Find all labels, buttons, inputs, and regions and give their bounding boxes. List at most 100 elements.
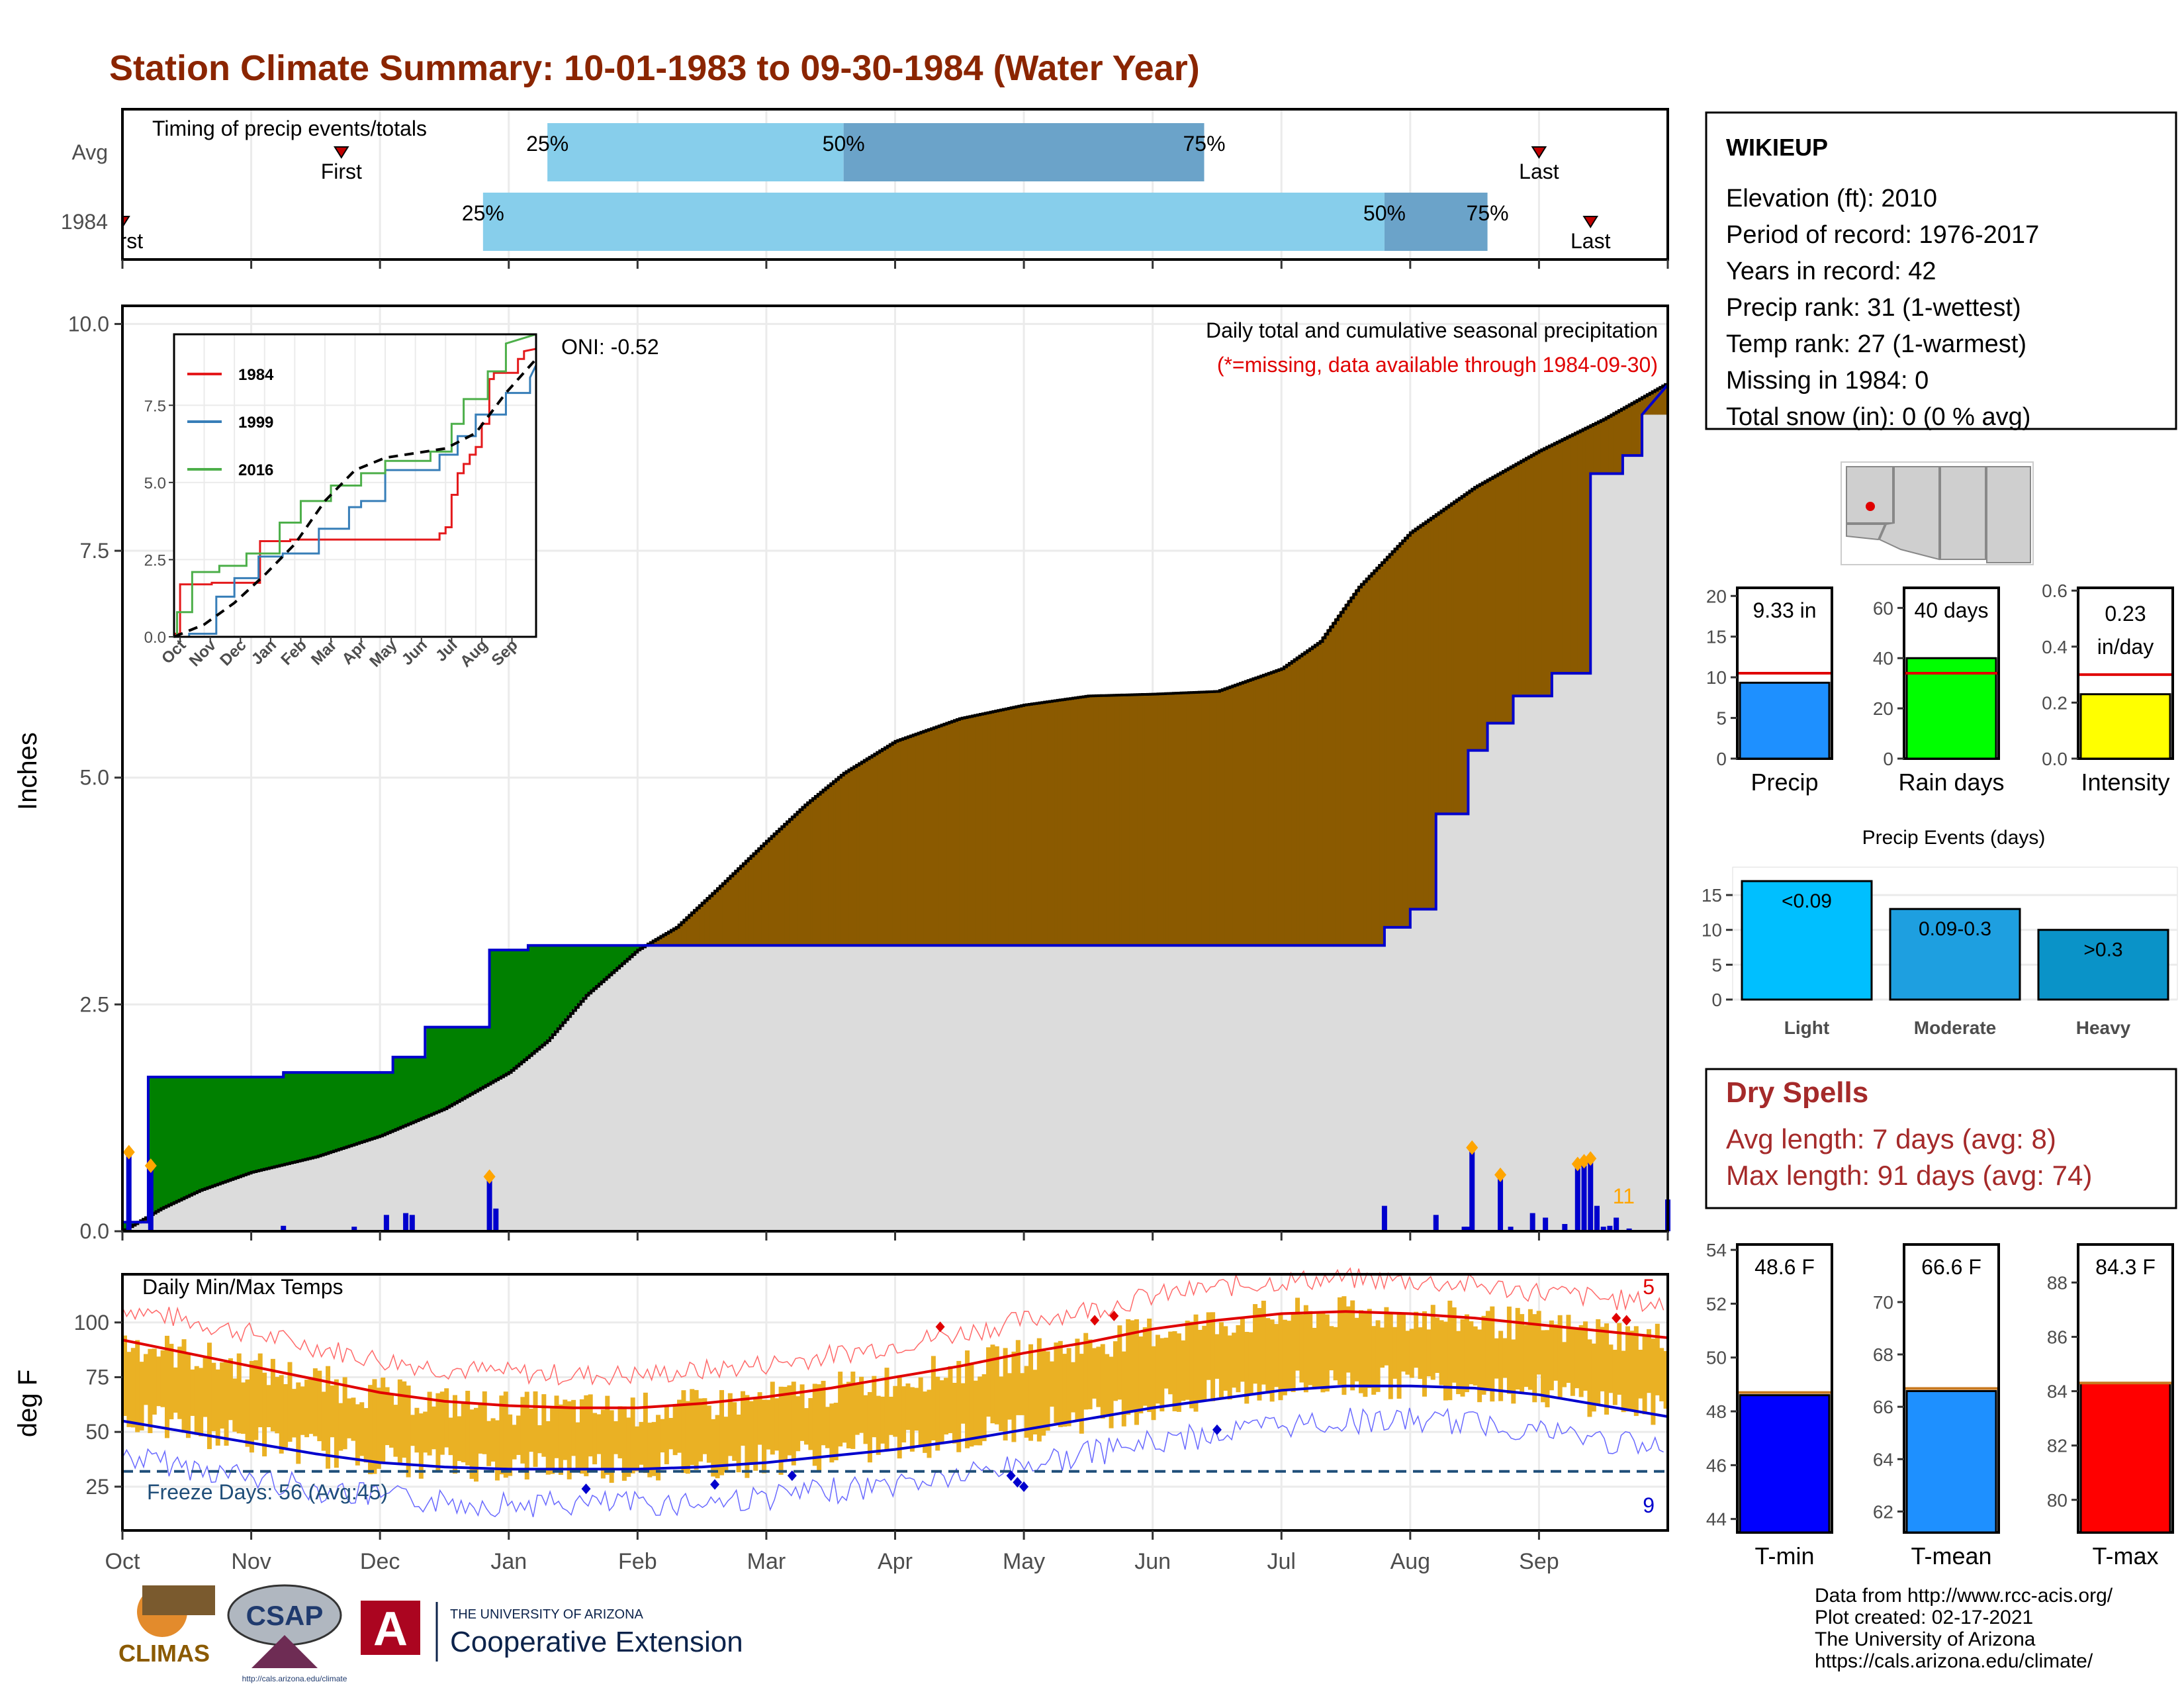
precip-base-slice: [1459, 814, 1463, 1231]
precip-base-slice: [343, 1147, 347, 1231]
precip-base-slice: [1570, 673, 1573, 1231]
record-min-marker: [1013, 1477, 1023, 1488]
precip-base-slice: [217, 1184, 221, 1231]
precip-base-slice: [841, 945, 844, 1231]
inset-line-1984: [174, 348, 537, 635]
precip-diff-slice: [1490, 477, 1494, 724]
record-max-marker: [1090, 1315, 1100, 1326]
precip-diff-slice: [1036, 703, 1040, 946]
precip-base-slice: [910, 945, 914, 1231]
precip-base-slice: [1114, 945, 1117, 1231]
daily-temp-bar: [914, 1387, 919, 1431]
daily-temp-bar: [1553, 1324, 1559, 1381]
daily-temp-bar: [782, 1387, 788, 1461]
precip-base-slice: [884, 945, 888, 1231]
precip-diff-slice: [733, 872, 737, 946]
precip-diff-slice: [956, 719, 960, 946]
precip-diff-slice: [361, 1072, 365, 1142]
precip-base-slice: [1034, 945, 1038, 1231]
precip-base-slice: [962, 945, 966, 1231]
daily-precip-bar: [1581, 1163, 1587, 1231]
precip-base-slice: [1140, 945, 1143, 1231]
precip-diff-slice: [915, 733, 919, 946]
precip-base-slice: [542, 1043, 546, 1231]
precip-diff-slice: [655, 938, 659, 946]
precip-diff-slice: [1268, 673, 1272, 946]
precip-diff-slice: [583, 945, 587, 997]
precip-base-slice: [1328, 945, 1331, 1231]
daily-precip-bar: [1543, 1217, 1549, 1231]
daily-temp-bar: [711, 1419, 716, 1477]
precip-base-slice: [1307, 945, 1310, 1231]
precip-base-slice: [1415, 909, 1419, 1231]
precip-diff-slice: [1423, 522, 1426, 910]
precip-base-slice: [627, 958, 631, 1231]
precip-diff-slice: [1603, 418, 1607, 474]
precip-diff-slice: [887, 745, 891, 946]
precip-diff-slice: [1183, 692, 1187, 946]
precip-diff-slice: [1255, 677, 1259, 946]
daily-temp-bar: [778, 1386, 784, 1475]
precip-base-slice: [1232, 945, 1236, 1231]
precip-base-slice: [1098, 945, 1102, 1231]
daily-temp-bar: [656, 1415, 661, 1481]
ua-logo-letter: A: [373, 1603, 408, 1656]
precip-base-slice: [279, 1165, 283, 1231]
daily-temp-bar: [427, 1391, 432, 1456]
precip-diff-slice: [205, 1077, 208, 1188]
daily-temp-bar: [1481, 1315, 1486, 1395]
precip-base-slice: [1189, 945, 1192, 1231]
precip-diff-slice: [424, 1056, 428, 1117]
precip-base-slice: [1026, 945, 1030, 1231]
precip-base-slice: [954, 945, 958, 1231]
daily-temp-bar: [1329, 1326, 1334, 1371]
daily-temp-bar: [1287, 1321, 1292, 1391]
daily-temp-bar: [397, 1379, 402, 1463]
daily-precip-bar: [1461, 1227, 1467, 1231]
daily-temp-bar: [1303, 1305, 1308, 1393]
precip-base-slice: [895, 945, 899, 1231]
daily-temp-bar: [1105, 1354, 1110, 1415]
small-ytick-label: 66: [1873, 1397, 1893, 1417]
precip-diff-slice: [756, 849, 760, 946]
precip-diff-slice: [1206, 692, 1210, 946]
small-bar-intensity: [2079, 693, 2171, 760]
precip-base-slice: [1502, 723, 1506, 1231]
precip-base-slice: [823, 945, 827, 1231]
small-ytick-label: 64: [1873, 1449, 1893, 1470]
precip-diff-slice: [1168, 693, 1171, 946]
daily-precip-bar: [1508, 1227, 1514, 1231]
daily-temp-bar: [588, 1394, 593, 1457]
precip-diff-slice: [1655, 389, 1659, 415]
daily-temp-bar: [592, 1413, 598, 1465]
precip-ytick-label: 7.5: [80, 539, 109, 563]
precip-base-slice: [1616, 473, 1619, 1231]
precip-base-slice: [1420, 909, 1424, 1231]
precip-base-slice: [617, 966, 620, 1231]
precip-diff-slice: [1328, 628, 1331, 946]
precip-diff-slice: [771, 835, 775, 946]
precip-base-slice: [967, 945, 971, 1231]
precip-base-slice: [1565, 673, 1569, 1231]
precip-base-slice: [545, 1041, 548, 1231]
small-chart-value: 0.23: [2105, 602, 2146, 626]
temp-title: Daily Min/Max Temps: [142, 1275, 343, 1299]
precip-diff-slice: [1016, 706, 1020, 946]
precip-base-slice: [624, 960, 628, 1231]
precip-base-slice: [764, 945, 767, 1231]
precip-diff-slice: [1467, 491, 1471, 751]
precip-base-slice: [380, 1135, 383, 1231]
precip-base-slice: [771, 945, 775, 1231]
daily-temp-bar: [1015, 1340, 1021, 1415]
precip-base-slice: [774, 945, 778, 1231]
daily-temp-bar: [1007, 1373, 1013, 1420]
precip-base-slice: [181, 1198, 185, 1231]
precip-base-slice: [776, 945, 780, 1231]
precip-base-slice: [1572, 673, 1576, 1231]
precip-diff-slice: [913, 734, 917, 946]
small-ytick-label: 0: [1883, 749, 1893, 769]
precip-base-slice: [369, 1139, 373, 1231]
precip-diff-slice: [1567, 436, 1570, 674]
precip-base-slice: [433, 1112, 437, 1231]
